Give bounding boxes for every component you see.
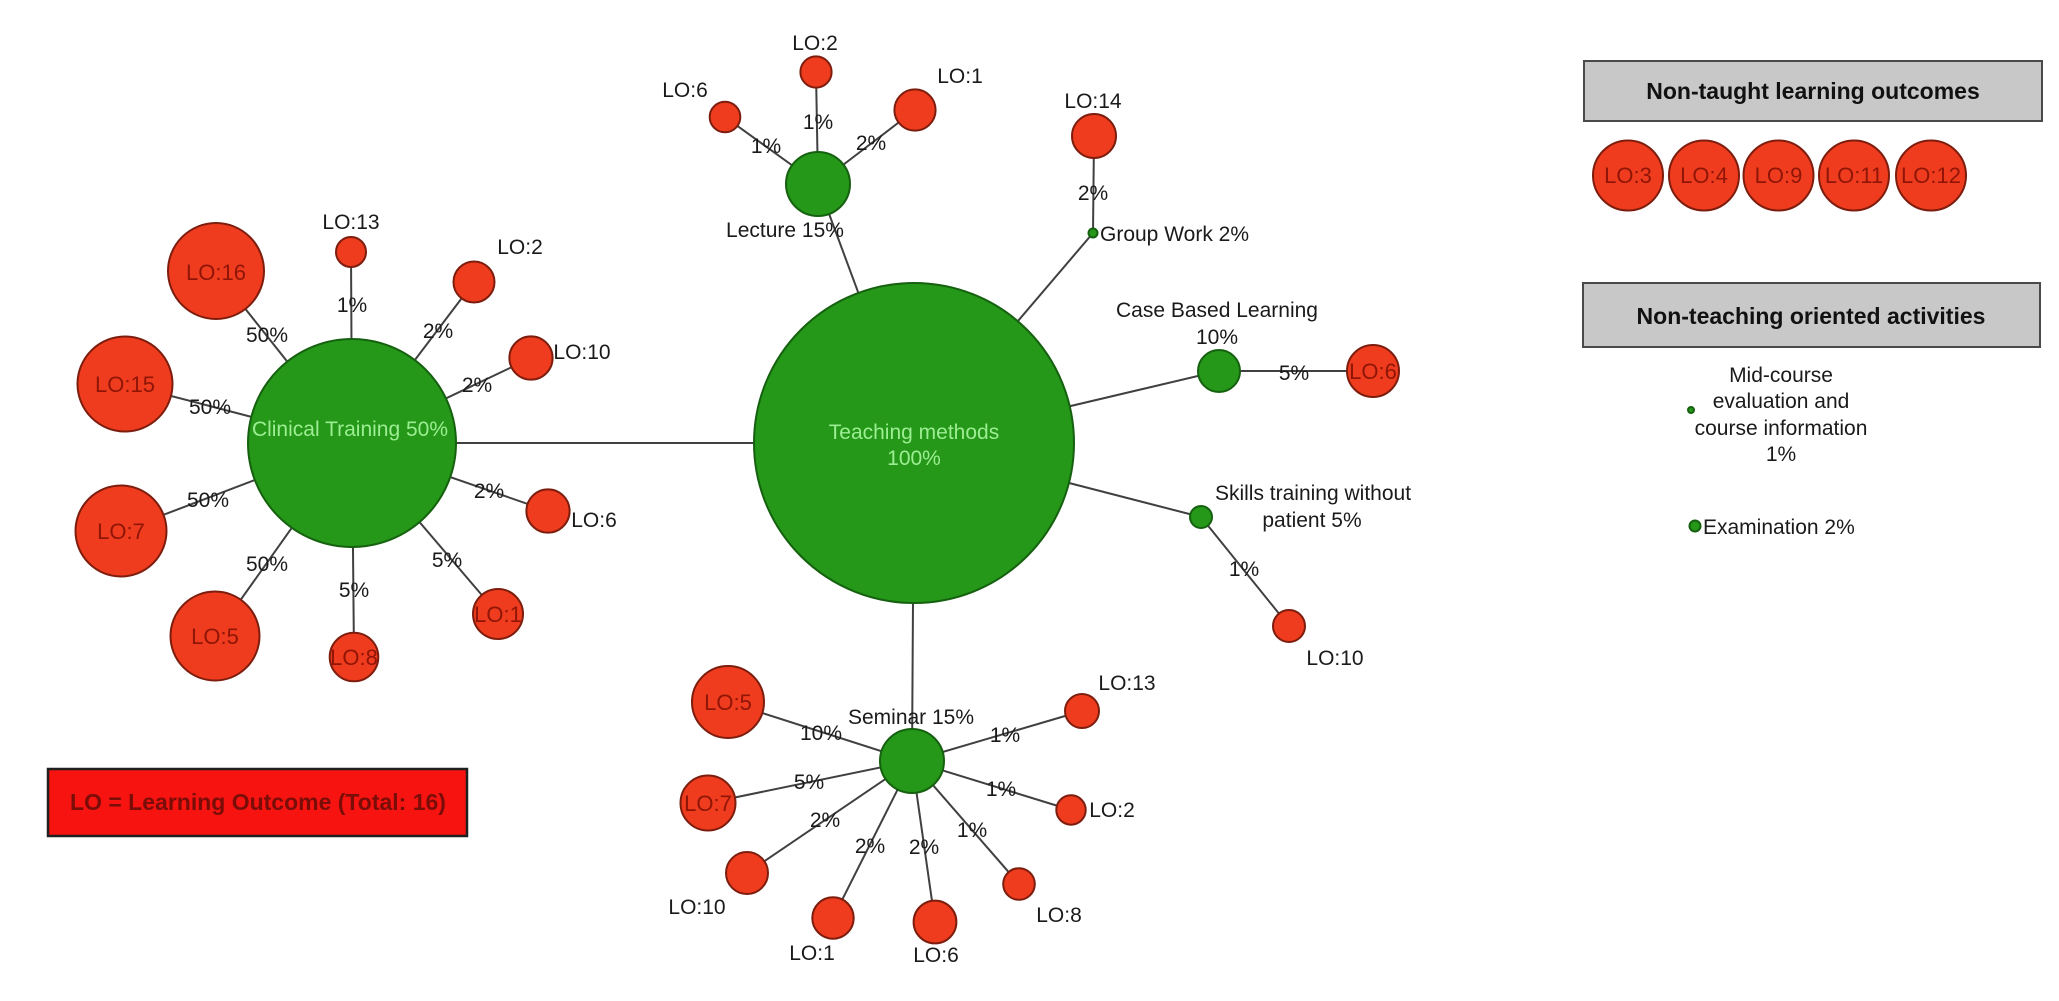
svg-text:50%: 50% [189, 396, 231, 419]
svg-text:Case Based Learning: Case Based Learning [1116, 299, 1318, 322]
svg-text:LO:7: LO:7 [97, 519, 145, 544]
svg-text:LO:8: LO:8 [330, 645, 378, 670]
svg-text:LO:2: LO:2 [792, 32, 838, 55]
svg-text:Examination 2%: Examination 2% [1703, 516, 1855, 539]
svg-text:LO:1: LO:1 [474, 602, 522, 627]
svg-text:Seminar 15%: Seminar 15% [848, 706, 974, 729]
svg-text:LO:14: LO:14 [1064, 90, 1122, 113]
svg-text:10%: 10% [800, 722, 842, 745]
svg-text:LO:8: LO:8 [1036, 904, 1082, 927]
svg-text:LO:1: LO:1 [789, 942, 835, 965]
svg-text:Teaching methods: Teaching methods [829, 421, 999, 444]
svg-text:evaluation and: evaluation and [1713, 390, 1850, 413]
svg-text:LO:13: LO:13 [1098, 672, 1155, 695]
svg-text:LO:5: LO:5 [191, 624, 239, 649]
svg-text:LO:6: LO:6 [662, 79, 708, 102]
svg-text:LO:15: LO:15 [95, 372, 155, 397]
svg-text:Group Work 2%: Group Work 2% [1100, 223, 1249, 246]
svg-text:Skills training without: Skills training without [1215, 482, 1411, 505]
svg-text:2%: 2% [474, 480, 504, 503]
svg-text:LO:3: LO:3 [1604, 163, 1652, 188]
svg-text:1%: 1% [751, 135, 781, 158]
svg-text:LO:2: LO:2 [497, 236, 543, 259]
svg-text:Non-taught learning outcomes: Non-taught learning outcomes [1646, 78, 1980, 104]
svg-text:Clinical Training 50%: Clinical Training 50% [252, 418, 448, 441]
svg-text:course information: course information [1695, 417, 1868, 440]
svg-text:1%: 1% [1229, 558, 1259, 581]
svg-text:2%: 2% [423, 320, 453, 343]
svg-text:1%: 1% [957, 819, 987, 842]
svg-text:2%: 2% [855, 835, 885, 858]
svg-text:5%: 5% [432, 549, 462, 572]
svg-text:LO:6: LO:6 [571, 509, 617, 532]
svg-text:LO:6: LO:6 [1349, 359, 1397, 384]
svg-text:1%: 1% [986, 778, 1016, 801]
svg-text:LO:6: LO:6 [913, 944, 959, 967]
svg-text:2%: 2% [1078, 182, 1108, 205]
svg-text:2%: 2% [462, 374, 492, 397]
svg-text:1%: 1% [803, 111, 833, 134]
svg-text:LO:12: LO:12 [1901, 163, 1961, 188]
svg-text:Mid-course: Mid-course [1729, 364, 1833, 387]
svg-text:1%: 1% [990, 724, 1020, 747]
svg-text:LO:9: LO:9 [1755, 163, 1803, 188]
svg-text:Lecture 15%: Lecture 15% [726, 219, 844, 242]
svg-text:LO:7: LO:7 [684, 791, 732, 816]
svg-text:50%: 50% [246, 324, 288, 347]
svg-text:Non-teaching oriented activiti: Non-teaching oriented activities [1637, 303, 1986, 329]
svg-text:LO:11: LO:11 [1825, 163, 1883, 188]
svg-text:5%: 5% [794, 771, 824, 794]
svg-text:1%: 1% [337, 294, 367, 317]
svg-text:LO:13: LO:13 [322, 211, 379, 234]
svg-text:2%: 2% [909, 836, 939, 859]
svg-text:5%: 5% [339, 579, 369, 602]
svg-text:LO:2: LO:2 [1089, 799, 1135, 822]
svg-text:1%: 1% [1766, 443, 1796, 466]
svg-text:patient 5%: patient 5% [1262, 509, 1361, 532]
svg-text:2%: 2% [856, 132, 886, 155]
svg-text:LO:10: LO:10 [1306, 647, 1363, 670]
svg-text:LO:5: LO:5 [704, 690, 752, 715]
svg-text:10%: 10% [1196, 326, 1238, 349]
svg-text:50%: 50% [187, 489, 229, 512]
svg-text:LO = Learning Outcome (Total:: LO = Learning Outcome (Total: 16) [70, 789, 446, 815]
svg-text:5%: 5% [1279, 362, 1309, 385]
svg-text:2%: 2% [810, 809, 840, 832]
svg-text:LO:4: LO:4 [1680, 163, 1728, 188]
svg-text:LO:16: LO:16 [186, 260, 246, 285]
svg-text:LO:10: LO:10 [668, 896, 725, 919]
svg-text:100%: 100% [887, 447, 941, 470]
svg-text:LO:10: LO:10 [553, 341, 610, 364]
svg-text:LO:1: LO:1 [937, 65, 983, 88]
svg-text:50%: 50% [246, 553, 288, 576]
